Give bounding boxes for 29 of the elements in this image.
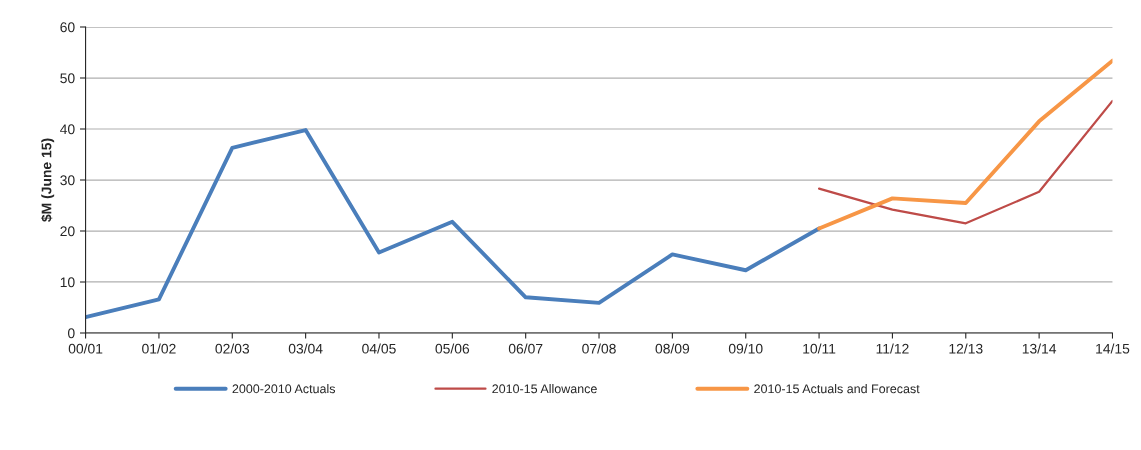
y-tick-label: 30	[60, 175, 75, 186]
x-tick-label: 14/15	[1096, 343, 1130, 354]
x-tick-label: 09/10	[728, 343, 763, 354]
x-tick-label: 07/08	[582, 343, 616, 354]
legend-label: 2010-15 Actuals and Forecast	[754, 384, 920, 394]
line-series	[817, 58, 1113, 231]
legend-label: 2000-2010 Actuals	[232, 384, 336, 394]
x-tick-label: 00/01	[68, 343, 103, 354]
x-tick-label: 10/11	[803, 343, 836, 354]
x-tick-label: 12/13	[949, 343, 983, 354]
y-tick-label: 50	[60, 73, 75, 84]
x-tick-label: 11/12	[876, 343, 909, 354]
x-tick-label: 13/14	[1022, 343, 1057, 354]
y-tick-label: 60	[60, 22, 75, 33]
y-tick-label: 40	[60, 124, 75, 135]
x-tick-label: 08/09	[655, 343, 690, 354]
line-series	[817, 99, 1113, 225]
x-tick-label: 04/05	[362, 343, 396, 354]
y-axis-title: $M (June 15)	[40, 138, 55, 222]
y-tick-label: 0	[67, 328, 75, 339]
x-tick-label: 06/07	[508, 343, 543, 354]
y-tick-label: 10	[60, 277, 75, 288]
x-tick-label: 01/02	[142, 343, 176, 354]
legend-label: 2010-15 Allowance	[492, 384, 597, 394]
x-tick-label: 02/03	[215, 343, 250, 354]
line-series	[85, 128, 822, 320]
y-tick-label: 20	[60, 226, 75, 237]
x-tick-label: 03/04	[288, 343, 323, 354]
x-tick-label: 05/06	[435, 343, 470, 354]
